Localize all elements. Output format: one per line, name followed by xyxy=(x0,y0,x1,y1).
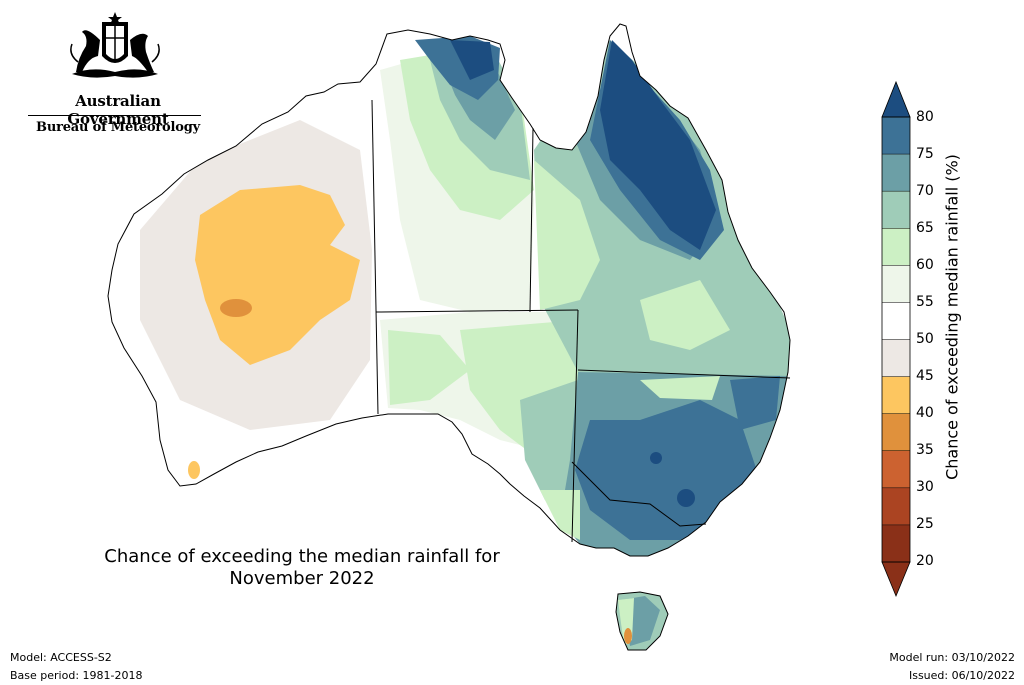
colorbar-band xyxy=(882,302,910,340)
colorbar-bands xyxy=(882,117,910,562)
run-info: Model run: 03/10/2022 Issued: 06/10/2022 xyxy=(889,649,1015,685)
colorbar-tick-label: 70 xyxy=(916,183,934,199)
colorbar-tick-label: 60 xyxy=(916,257,934,273)
agency-name: Bureau of Meteorology xyxy=(36,120,200,135)
colorbar-title: Chance of exceeding median rainfall (%) xyxy=(942,154,962,480)
colorbar-tick-label: 65 xyxy=(916,220,934,236)
colorbar-tick-label: 55 xyxy=(916,294,934,310)
colorbar-band xyxy=(882,154,910,192)
state-borders xyxy=(371,99,791,543)
colorbar-band xyxy=(882,265,910,303)
colorbar-band xyxy=(882,191,910,229)
colorbar-tick-label: 45 xyxy=(916,368,934,384)
colorbar-tick-label: 30 xyxy=(916,479,934,495)
colorbar-band xyxy=(882,339,910,377)
base-period: Base period: 1981-2018 xyxy=(10,669,143,682)
coat-of-arms-icon xyxy=(70,12,160,78)
colorbar-band xyxy=(882,450,910,488)
colorbar-tick-label: 40 xyxy=(916,405,934,421)
colorbar-extend-low xyxy=(881,561,911,598)
logo-divider xyxy=(28,115,201,116)
model-info: Model: ACCESS-S2 Base period: 1981-2018 xyxy=(10,649,142,685)
issued-date: Issued: 06/10/2022 xyxy=(908,669,1015,682)
bom-logo: Australian Government Bureau of Meteorol… xyxy=(22,12,208,135)
colorbar-band xyxy=(882,117,910,155)
colorbar-band xyxy=(882,228,910,266)
colorbar-band xyxy=(882,487,910,525)
coastline xyxy=(107,23,791,651)
colorbar-tick-label: 25 xyxy=(916,516,934,532)
colorbar-extend-high xyxy=(881,80,911,118)
org-name: Australian Government xyxy=(67,92,169,128)
model-run-date: Model run: 03/10/2022 xyxy=(889,651,1015,664)
map-title: Chance of exceeding the median rainfall … xyxy=(60,546,544,590)
colorbar-tick-label: 80 xyxy=(916,109,934,125)
colorbar-tick-label: 35 xyxy=(916,442,934,458)
map-title-line1: Chance of exceeding the median rainfall … xyxy=(104,546,500,567)
colorbar-band xyxy=(882,376,910,414)
colorbar-tick-label: 50 xyxy=(916,331,934,347)
colorbar-band xyxy=(882,524,910,562)
model-name: Model: ACCESS-S2 xyxy=(10,651,112,664)
map-title-line2: November 2022 xyxy=(229,568,375,589)
colorbar xyxy=(881,80,911,598)
colorbar-tick-label: 75 xyxy=(916,146,934,162)
colorbar-tick-label: 20 xyxy=(916,553,934,569)
colorbar-band xyxy=(882,413,910,451)
